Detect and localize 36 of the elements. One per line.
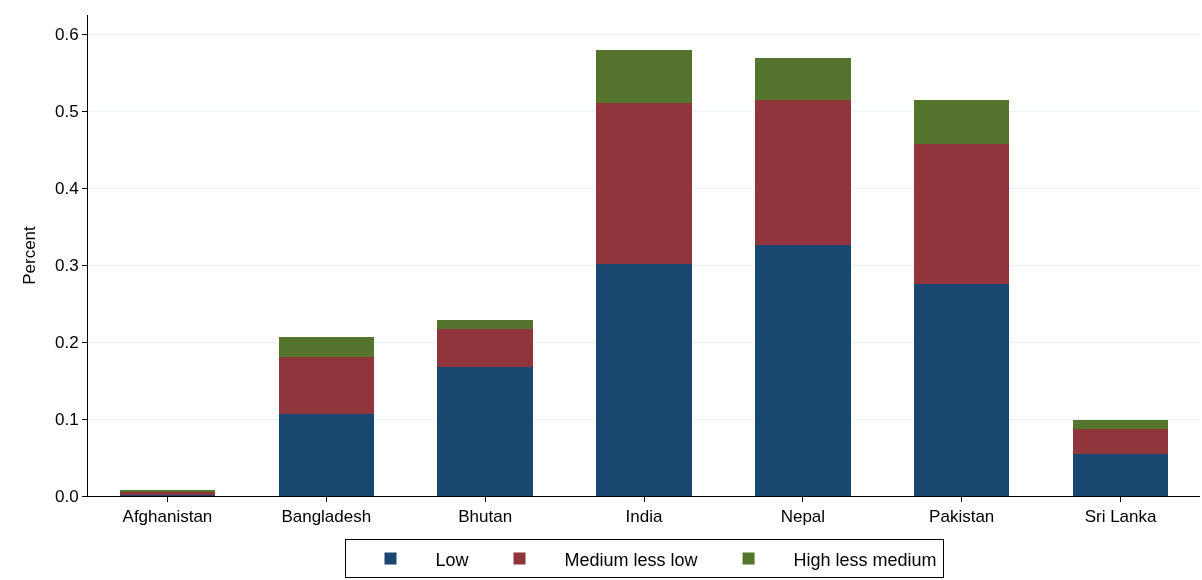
y-tick-label: 0.6 <box>54 25 79 45</box>
x-tick-label: Afghanistan <box>122 507 213 527</box>
bar <box>278 357 374 415</box>
bar <box>755 58 851 100</box>
bar <box>1072 419 1169 430</box>
x-tick-label: Pakistan <box>929 507 995 527</box>
y-tick-label: 0.0 <box>54 486 79 506</box>
bar <box>437 367 533 496</box>
bar <box>914 100 1010 144</box>
bar <box>755 99 851 246</box>
x-tick-label: India <box>625 507 663 527</box>
bar <box>1072 454 1169 496</box>
legend-label: High less medium <box>793 549 937 570</box>
bar <box>437 319 533 329</box>
y-tick-label: 0.1 <box>54 409 79 429</box>
x-tick-label: Bangladesh <box>281 507 372 527</box>
bar <box>914 284 1010 496</box>
legend-label: Medium less low <box>564 549 699 570</box>
bar <box>914 143 1010 285</box>
x-tick-label: Nepal <box>780 507 826 527</box>
y-axis-title: Percent <box>19 225 39 285</box>
bar <box>1072 429 1169 455</box>
bar <box>596 49 692 103</box>
bar <box>278 337 374 358</box>
y-tick-label: 0.2 <box>54 333 79 353</box>
bar <box>596 263 692 496</box>
y-tick-label: 0.5 <box>54 102 79 122</box>
bar <box>596 102 692 264</box>
bar <box>437 329 533 368</box>
y-tick-label: 0.4 <box>54 179 79 199</box>
x-tick-label: Sri Lanka <box>1084 507 1158 527</box>
y-tick-label: 0.3 <box>54 256 79 276</box>
x-tick-label: Bhutan <box>458 507 513 527</box>
bar <box>278 414 374 496</box>
legend-label: Low <box>435 549 470 570</box>
bar <box>755 245 851 496</box>
